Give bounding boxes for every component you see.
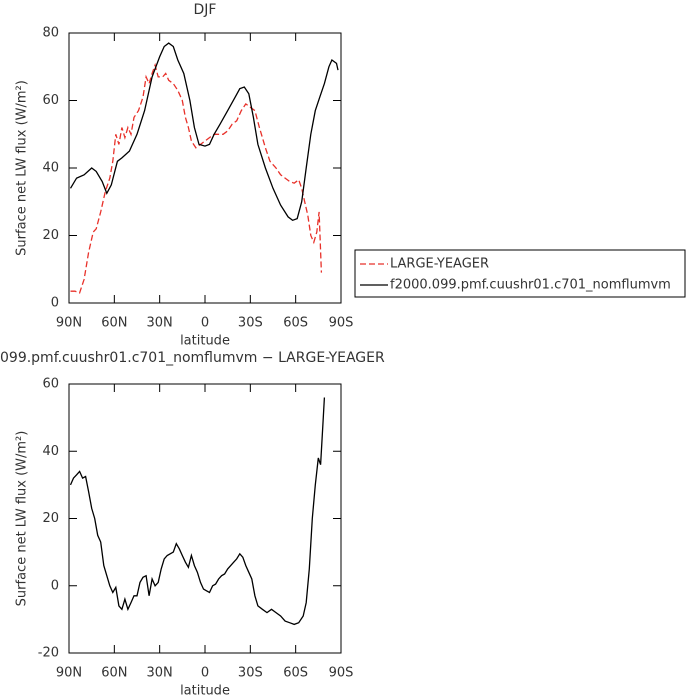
x-tick-label: 30S [238, 666, 263, 681]
x-tick-label: 60N [101, 316, 127, 331]
y-axis-label: Surface net LW flux (W/m²) [15, 431, 30, 607]
y-tick-label: 80 [42, 26, 59, 41]
series-line [69, 42, 339, 222]
x-tick-label: 30N [147, 316, 173, 331]
x-tick-label: 60N [101, 666, 127, 681]
y-tick-label: -20 [38, 646, 59, 661]
x-axis-label: latitude [180, 334, 230, 349]
legend-box [354, 249, 686, 298]
x-tick-label: 90N [56, 666, 82, 681]
y-tick-label: 0 [51, 296, 59, 311]
y-tick-label: 20 [42, 228, 59, 243]
y-axis-label: Surface net LW flux (W/m²) [15, 80, 30, 256]
chart-title: DJF [194, 2, 217, 18]
x-tick-label: 30S [238, 316, 263, 331]
x-tick-label: 60S [283, 666, 308, 681]
x-tick-label: 90S [329, 666, 354, 681]
x-tick-label: 0 [201, 666, 209, 681]
y-tick-label: 60 [42, 93, 59, 108]
legend-label: f2000.099.pmf.cuushr01.c701_nomflumvm [390, 278, 671, 293]
chart-title: 099.pmf.cuushr01.c701_nomflumvm − LARGE-… [0, 350, 385, 366]
plot-frame [68, 383, 342, 654]
y-tick-label: 0 [51, 578, 59, 593]
y-tick-label: 60 [42, 377, 59, 392]
x-tick-label: 0 [201, 316, 209, 331]
y-tick-label: 40 [42, 444, 59, 459]
legend-label: LARGE-YEAGER [390, 257, 489, 272]
plot-frame [68, 32, 342, 304]
series-line [69, 397, 326, 626]
y-tick-label: 40 [42, 161, 59, 176]
x-tick-label: 30N [147, 666, 173, 681]
y-tick-label: 20 [42, 511, 59, 526]
series-line [70, 62, 323, 294]
x-tick-label: 60S [283, 316, 308, 331]
x-tick-label: 90N [56, 316, 82, 331]
x-axis-label: latitude [180, 684, 230, 699]
x-tick-label: 90S [329, 316, 354, 331]
